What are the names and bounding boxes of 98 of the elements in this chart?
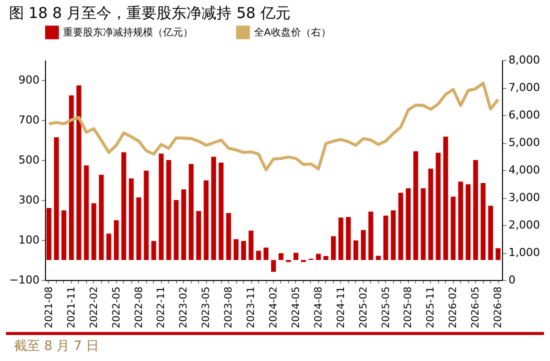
bar [121, 152, 126, 260]
bar [323, 256, 328, 260]
bar [136, 197, 142, 260]
bar [488, 206, 494, 260]
y-tick-label: 500 [18, 154, 40, 166]
bar [151, 241, 156, 260]
text: 截至 8 月 7 日 [6, 332, 544, 357]
bar [204, 180, 209, 260]
x-tick-label: 2023-05 [201, 286, 212, 328]
x-tick-label: 2023-11 [246, 286, 258, 328]
bar [61, 210, 66, 260]
y2-tick-label: 4,000 [508, 164, 540, 176]
bar [473, 160, 478, 260]
x-tick-label: 2024-08 [313, 286, 324, 328]
y2-tick-label: 2,000 [508, 218, 540, 232]
y2-tick-label: 3,000 [508, 191, 540, 204]
bar [383, 216, 388, 260]
x-tick-label: 2023-02 [178, 286, 190, 328]
bar [106, 234, 112, 260]
bar [413, 151, 418, 260]
y-tick-label: 100 [18, 234, 40, 246]
x-tick-label: 2026-08 [493, 286, 504, 328]
bar [368, 212, 374, 260]
bar [428, 168, 434, 260]
bar [158, 154, 164, 260]
y2-tick-label: 5,000 [508, 136, 540, 149]
x-tick-label: 2022-02 [88, 286, 100, 328]
bar [443, 136, 448, 260]
bar [68, 95, 74, 260]
y2-tick-label: 6,000 [508, 108, 540, 122]
x-tick-label: 2021-11 [66, 286, 78, 328]
y2-tick-label: 0 [508, 274, 516, 286]
bar [264, 248, 268, 260]
y-tick-label: 900 [18, 74, 40, 86]
bar [496, 248, 501, 260]
bar [211, 156, 216, 260]
bar [420, 188, 426, 260]
bar [346, 217, 351, 260]
legend-label: 全A收盘价（右） [254, 26, 331, 38]
bar [114, 220, 119, 260]
bar [338, 218, 344, 260]
bar [316, 254, 321, 260]
bar [76, 85, 82, 260]
x-tick-label: 2025-05 [380, 286, 392, 328]
bar [46, 208, 52, 260]
bar [466, 184, 471, 260]
bar [390, 210, 396, 260]
bar [248, 230, 254, 260]
bar [360, 230, 366, 260]
y-tick-label: −100 [9, 274, 40, 286]
bar [241, 241, 246, 260]
x-tick-label: 2023-08 [224, 286, 235, 328]
x-tick-label: 2022-08 [134, 286, 145, 328]
x-tick-label: 2025-02 [358, 286, 370, 328]
bar [218, 162, 224, 260]
bar [256, 250, 261, 260]
x-tick-label: 2025-08 [403, 286, 414, 328]
bar [353, 240, 358, 260]
x-tick-label: 2025-11 [426, 286, 437, 328]
x-tick-label: 2024-05 [290, 286, 302, 328]
x-tick-label: 2026-05 [470, 286, 482, 328]
x-tick-label: 2021-08 [44, 286, 55, 328]
y2-tick-label: 7,000 [508, 81, 540, 94]
bar [234, 239, 239, 260]
bar [196, 211, 202, 260]
bar [278, 253, 284, 260]
chart-title: 图 18 8 月至今，重要股东净减持 58 亿元 [8, 4, 290, 22]
x-tick-label: 2024-02 [268, 286, 280, 328]
bar [226, 213, 232, 260]
bar [84, 165, 89, 260]
bar [174, 200, 179, 260]
bar [91, 203, 96, 260]
bar [480, 183, 486, 260]
line-series [47, 82, 500, 172]
bar [450, 196, 456, 260]
y2-tick-label: 8,000 [508, 54, 540, 66]
bar [294, 252, 298, 260]
bar [181, 189, 186, 260]
y-tick-label: 700 [18, 114, 40, 126]
bar [128, 178, 134, 260]
x-tick-label: 2022-05 [111, 286, 122, 328]
bar [54, 137, 59, 260]
x-tick-label: 2024-11 [336, 286, 347, 328]
bar [271, 260, 276, 272]
y-tick-label: 300 [18, 194, 40, 206]
y2-tick-label: 1,000 [508, 246, 540, 259]
bar [398, 192, 404, 260]
x-tick-label: 2022-11 [156, 286, 168, 328]
bar [98, 174, 104, 260]
bar [330, 236, 336, 260]
bar [144, 170, 149, 260]
bar [166, 160, 172, 260]
bar [406, 188, 411, 260]
legend-label: 重要股东净减持规模（亿元） [63, 26, 193, 38]
x-tick-label: 2026-02 [448, 286, 460, 328]
bar [436, 152, 441, 260]
bar [188, 164, 194, 260]
bar [458, 182, 464, 260]
